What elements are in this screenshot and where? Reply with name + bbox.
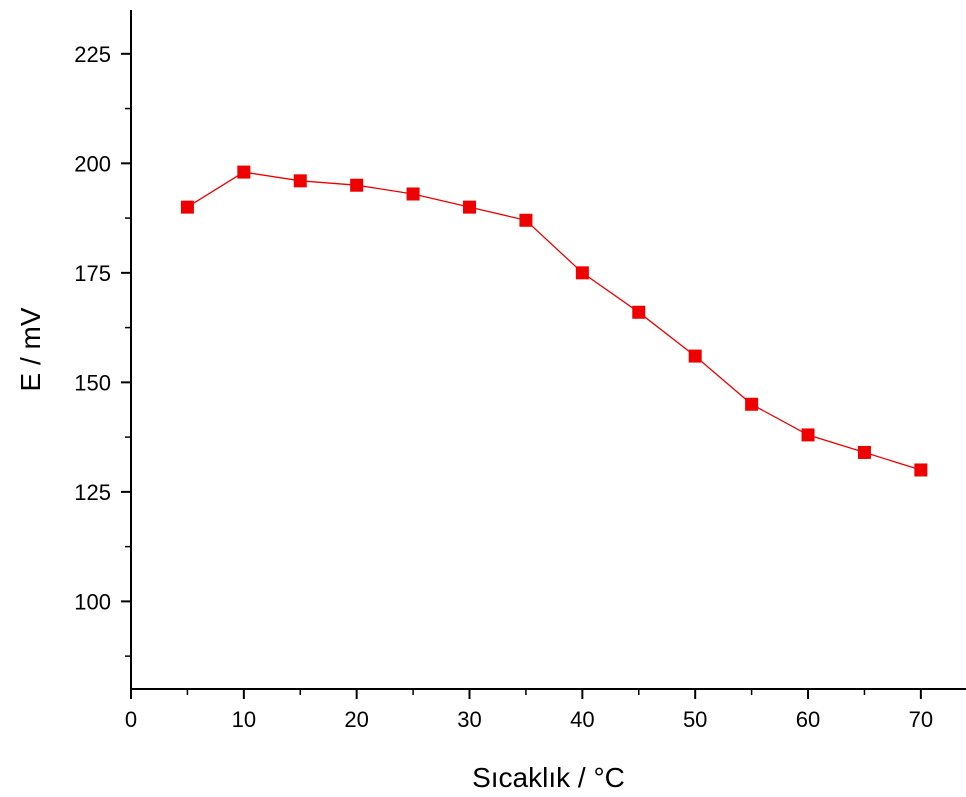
data-point [293, 174, 307, 188]
y-tick-label: 100 [74, 589, 111, 614]
series-layer [180, 165, 928, 477]
data-point [180, 200, 194, 214]
y-axis-title: E / mV [15, 307, 46, 391]
y-tick-label: 175 [74, 261, 111, 286]
data-point [575, 266, 589, 280]
axes [130, 10, 966, 690]
x-tick-label: 0 [125, 707, 137, 732]
series-line [187, 171, 922, 471]
x-tick-label: 50 [683, 707, 707, 732]
data-point [463, 200, 477, 214]
x-tick-label: 20 [344, 707, 368, 732]
y-tick-label: 150 [74, 370, 111, 395]
data-point [237, 165, 251, 179]
y-tick-label: 225 [74, 42, 111, 67]
y-tick-label: 200 [74, 151, 111, 176]
data-point [519, 213, 533, 227]
data-point [857, 445, 871, 459]
data-point [632, 305, 646, 319]
data-point [350, 178, 364, 192]
y-tick-label: 125 [74, 480, 111, 505]
x-tick-label: 70 [909, 707, 933, 732]
x-tick-label: 30 [457, 707, 481, 732]
data-point [914, 463, 928, 477]
data-point [688, 349, 702, 363]
x-tick-label: 60 [796, 707, 820, 732]
data-point [801, 428, 815, 442]
x-tick-label: 40 [570, 707, 594, 732]
data-point [406, 187, 420, 201]
ticks: 0 10 20 30 40 50 60 70 100 125 150 175 200 225 [74, 42, 933, 732]
data-point [745, 397, 759, 411]
x-axis-title: Sıcaklık / °C [472, 762, 625, 793]
x-tick-label: 10 [232, 707, 256, 732]
